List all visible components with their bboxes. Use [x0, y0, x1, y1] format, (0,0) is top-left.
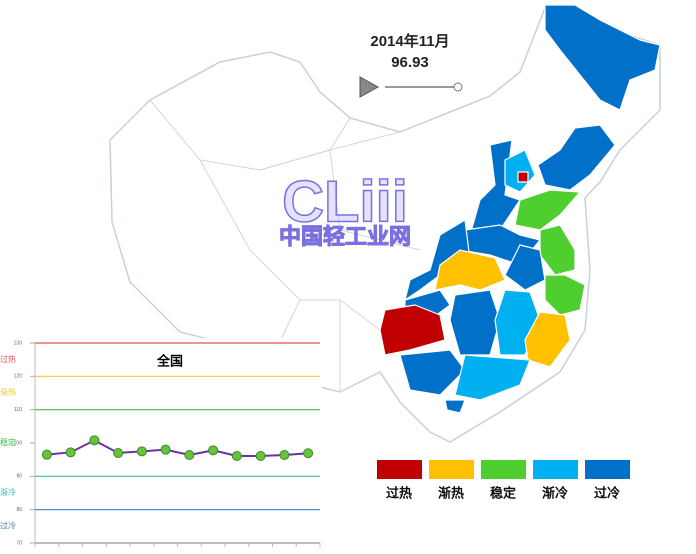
y-tick-label: 90 — [16, 474, 22, 480]
province — [524, 311, 571, 368]
watermark-text: 中国轻工业网 — [279, 224, 411, 249]
legend-label: 过热 — [386, 485, 412, 500]
point — [208, 445, 219, 456]
band-label: 过热 — [0, 354, 16, 364]
y-tick-label: 120 — [14, 374, 23, 380]
band-label: 稳定 — [0, 437, 16, 447]
province — [434, 249, 506, 291]
province — [517, 171, 529, 183]
legend-swatch — [585, 460, 630, 479]
province — [514, 189, 582, 231]
slider-handle[interactable] — [453, 82, 463, 92]
province — [379, 304, 446, 356]
band-label: 过冷 — [0, 520, 16, 530]
y-tick-label: 110 — [14, 407, 22, 413]
map — [109, 4, 661, 443]
point — [41, 449, 52, 460]
point — [279, 450, 290, 460]
province — [399, 349, 466, 396]
province — [444, 399, 466, 414]
y-tick-label: 80 — [16, 507, 22, 513]
point — [303, 448, 314, 459]
watermark-logo: CLiii — [282, 169, 408, 234]
chart-title: 全国 — [156, 353, 183, 368]
legend-swatch — [429, 460, 474, 479]
legend: 过热 渐热 稳定 渐冷 过冷 — [377, 460, 630, 500]
province — [537, 124, 616, 191]
point — [255, 451, 266, 461]
legend-label: 过冷 — [594, 485, 620, 500]
band-label: 渐冷 — [0, 487, 16, 497]
legend-label: 渐热 — [438, 485, 464, 500]
y-tick-label: 100 — [14, 440, 23, 446]
point — [231, 451, 242, 461]
point — [136, 446, 147, 457]
province — [504, 244, 546, 291]
period-label: 2014年11月 — [370, 32, 449, 50]
legend-swatch — [481, 460, 526, 479]
legend-swatch — [533, 460, 578, 479]
province — [449, 289, 501, 356]
legend-swatch — [377, 460, 422, 479]
point — [65, 447, 76, 458]
y-tick-label: 70 — [16, 540, 22, 546]
point — [89, 435, 100, 446]
legend-label: 渐冷 — [542, 485, 568, 500]
play-button[interactable] — [359, 76, 380, 98]
province — [404, 219, 471, 302]
province — [544, 274, 586, 316]
province — [544, 4, 661, 111]
index-value: 96.93 — [391, 54, 429, 71]
y-tick-label: 130 — [14, 340, 23, 346]
province-borders — [199, 131, 421, 392]
point — [160, 444, 171, 455]
legend-label: 稳定 — [490, 485, 516, 500]
chart-background — [0, 338, 322, 550]
point — [113, 448, 124, 458]
point — [184, 450, 195, 460]
band-label: 渐热 — [0, 387, 16, 397]
province — [454, 354, 531, 401]
